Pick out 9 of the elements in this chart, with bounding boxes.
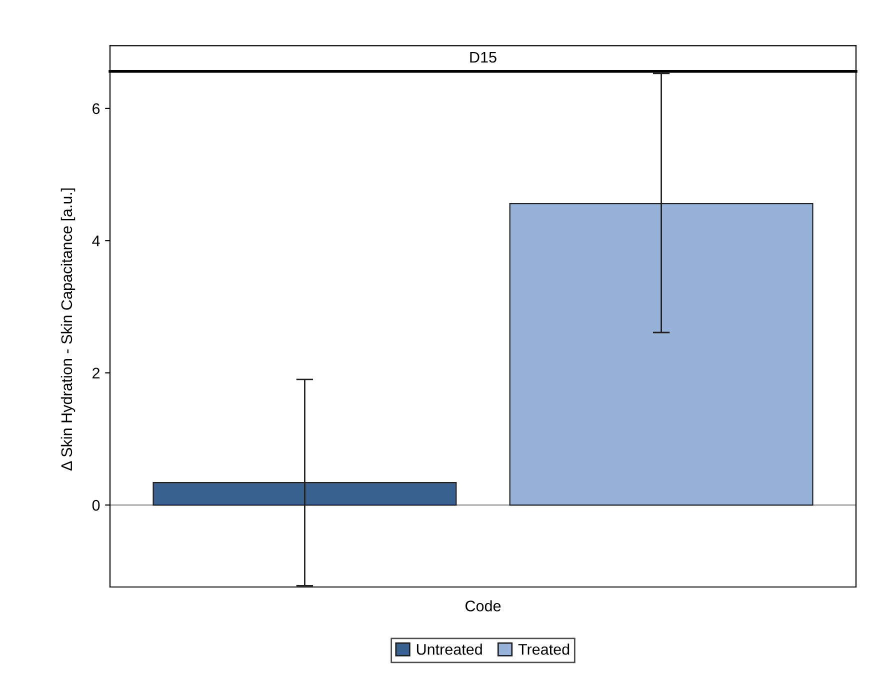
y-tick-label: 6 bbox=[92, 103, 100, 114]
y-tick-label: 4 bbox=[92, 236, 100, 246]
y-tick-label: 0 bbox=[92, 500, 100, 511]
x-axis-title: Code bbox=[466, 600, 501, 612]
chart-title: D15 bbox=[470, 52, 496, 63]
y-tick-label: 2 bbox=[92, 368, 100, 378]
legend-label: Untreated bbox=[416, 644, 482, 655]
legend-label: Treated bbox=[518, 644, 570, 655]
y-axis-title: Δ Skin Hydration - Skin Capacitance [a.u.] bbox=[60, 188, 76, 471]
